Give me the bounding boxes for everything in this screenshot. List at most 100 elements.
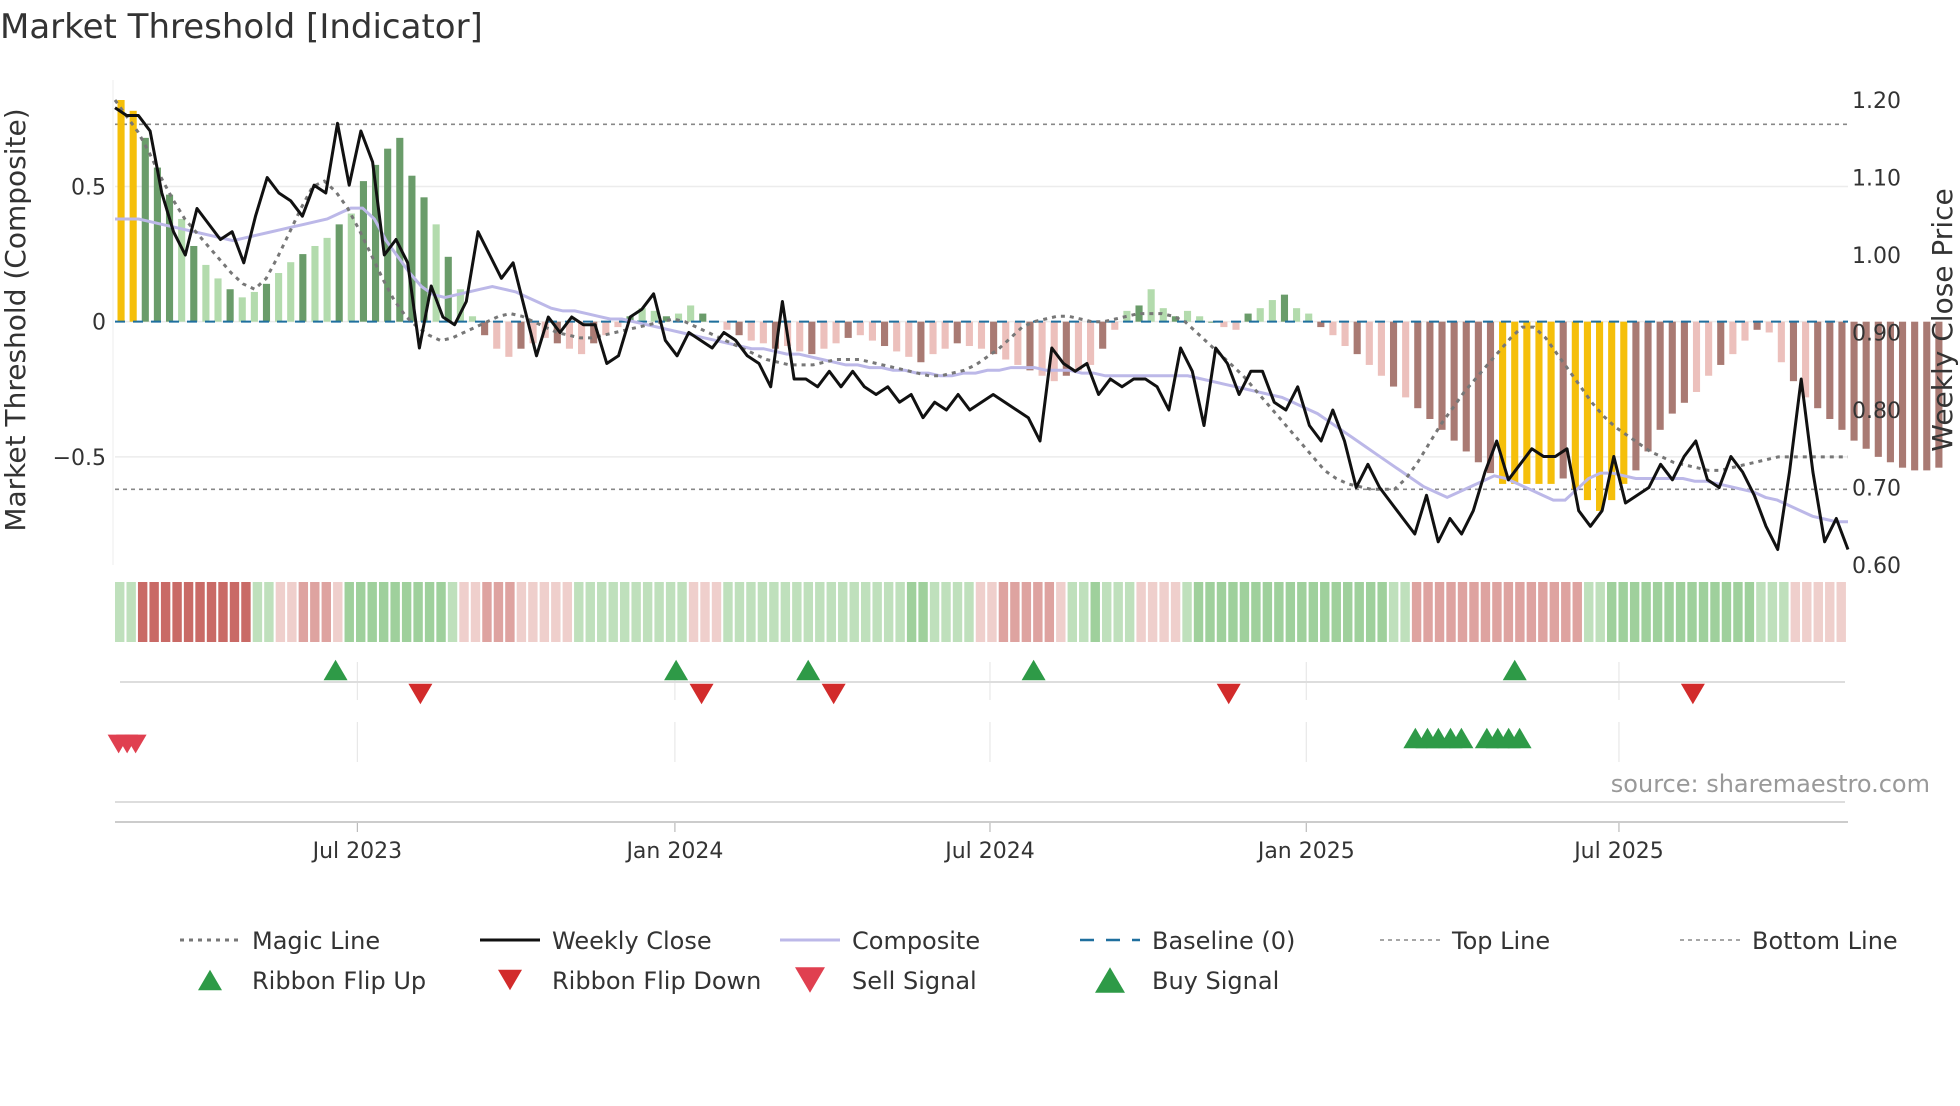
ribbon-cell (1228, 582, 1238, 642)
legend-label: Buy Signal (1152, 967, 1279, 995)
ribbon-flip-up-marker (1502, 659, 1527, 681)
composite-bar (1341, 321, 1349, 347)
ribbon-cell (1193, 582, 1204, 642)
ribbon-cell (551, 582, 561, 642)
x-tick-label: Jul 2023 (311, 839, 403, 864)
composite-bar (432, 224, 440, 322)
ribbon-cell (1102, 582, 1112, 642)
ribbon-cell (1216, 582, 1227, 642)
composite-bar (347, 213, 355, 322)
ribbon-cell (1802, 582, 1812, 642)
ribbon-flip-up-marker (664, 659, 689, 681)
composite-bar (1196, 316, 1204, 322)
ribbon-cell (275, 582, 286, 642)
ribbon-flip-down-marker (821, 683, 846, 705)
ribbon-cell (1446, 582, 1456, 642)
composite-bar (953, 321, 961, 344)
legend-label: Baseline (0) (1152, 927, 1295, 955)
composite-bar (687, 305, 695, 322)
composite-bar (1486, 321, 1495, 474)
ribbon-cell (264, 582, 274, 642)
ribbon-flip-up-marker (1021, 659, 1046, 681)
y-left-tick-label: −0.5 (53, 446, 106, 471)
ribbon-cell (1744, 582, 1755, 642)
ribbon-cell (631, 582, 641, 642)
composite-bar (1329, 321, 1337, 336)
ribbon-cell (1618, 582, 1628, 642)
ribbon-cell (1044, 582, 1055, 642)
ribbon-cell (860, 582, 871, 642)
composite-bar (1426, 321, 1434, 420)
ribbon-cell (1572, 582, 1582, 642)
ribbon-cell (987, 582, 997, 642)
composite-bar (1850, 321, 1858, 441)
ribbon-cell (1067, 582, 1077, 642)
composite-bar (1729, 321, 1737, 355)
y-right-tick-label: 1.10 (1852, 167, 1901, 192)
ribbon-cell (470, 582, 481, 642)
composite-bar (771, 321, 780, 349)
ribbon-cell (1584, 582, 1594, 642)
ribbon-cell (1320, 582, 1330, 642)
composite-bar (384, 148, 392, 322)
legend-item: Ribbon Flip Down (498, 967, 761, 995)
composite-bar (1038, 321, 1046, 376)
composite-bar (1220, 321, 1228, 328)
ribbon-cell (654, 582, 664, 642)
ribbon-cell (1423, 582, 1433, 642)
legend-label: Weekly Close (552, 927, 712, 955)
composite-bar (844, 321, 852, 338)
composite-bar (1898, 321, 1907, 468)
ribbon-cell (413, 582, 423, 642)
composite-bar (408, 175, 416, 322)
composite-bar (1765, 321, 1773, 333)
ribbon-cell (1377, 582, 1387, 642)
ribbon-cell (1205, 582, 1215, 642)
composite-bar (493, 321, 501, 349)
ribbon-cell (1411, 582, 1422, 642)
ribbon-cell (1297, 582, 1307, 642)
ribbon-cell (1434, 582, 1445, 642)
composite-bar (190, 245, 198, 322)
composite-bar (178, 218, 186, 322)
axes: 0.5 0 −0.5 1.20 1.10 1.00 0.90 0.80 0.70 0.60 Jul … (53, 80, 1901, 864)
ribbon-cell (1606, 582, 1617, 642)
legend-item: Baseline (0) (1080, 927, 1295, 955)
legend-item: Ribbon Flip Up (198, 967, 426, 995)
ribbon-cell (218, 582, 228, 642)
composite-bar (250, 291, 258, 322)
ribbon-cell (1825, 582, 1835, 642)
ribbon-cell (206, 582, 217, 642)
composite-bar (1087, 321, 1095, 365)
ribbon-cell (1251, 582, 1261, 642)
composite-bar (1208, 321, 1216, 323)
composite-bar (1365, 321, 1373, 365)
ribbon-cell (459, 582, 469, 642)
ribbon-cell (906, 582, 917, 642)
ribbon-cell (1090, 582, 1100, 642)
composite-bar (1450, 321, 1458, 441)
composite-bar (1474, 321, 1482, 463)
composite-bar (723, 321, 731, 330)
ribbon-cell (642, 582, 653, 642)
composite-bar (1402, 321, 1410, 398)
ribbon-cell (1652, 582, 1663, 642)
composite-bar (1268, 300, 1276, 322)
ribbon-cell (1056, 582, 1066, 642)
ribbon-cell (1388, 582, 1399, 642)
ribbon-flip-up-marker (323, 659, 348, 681)
composite-bar (674, 313, 683, 322)
composite-bar (1644, 321, 1652, 452)
ribbon-cell (1515, 582, 1525, 642)
composite-bar (905, 321, 913, 357)
composite-bar (1741, 321, 1749, 341)
ribbon-cell (838, 582, 848, 642)
composite-bar (1620, 321, 1628, 484)
ribbon-cell (298, 582, 309, 642)
legend-label: Magic Line (252, 927, 380, 955)
composite-bar (662, 316, 670, 322)
ribbon-cell (1492, 582, 1502, 642)
ribbon-cell (482, 582, 492, 642)
legend-item: Weekly Close (480, 927, 712, 955)
ribbon-cell (711, 582, 722, 642)
